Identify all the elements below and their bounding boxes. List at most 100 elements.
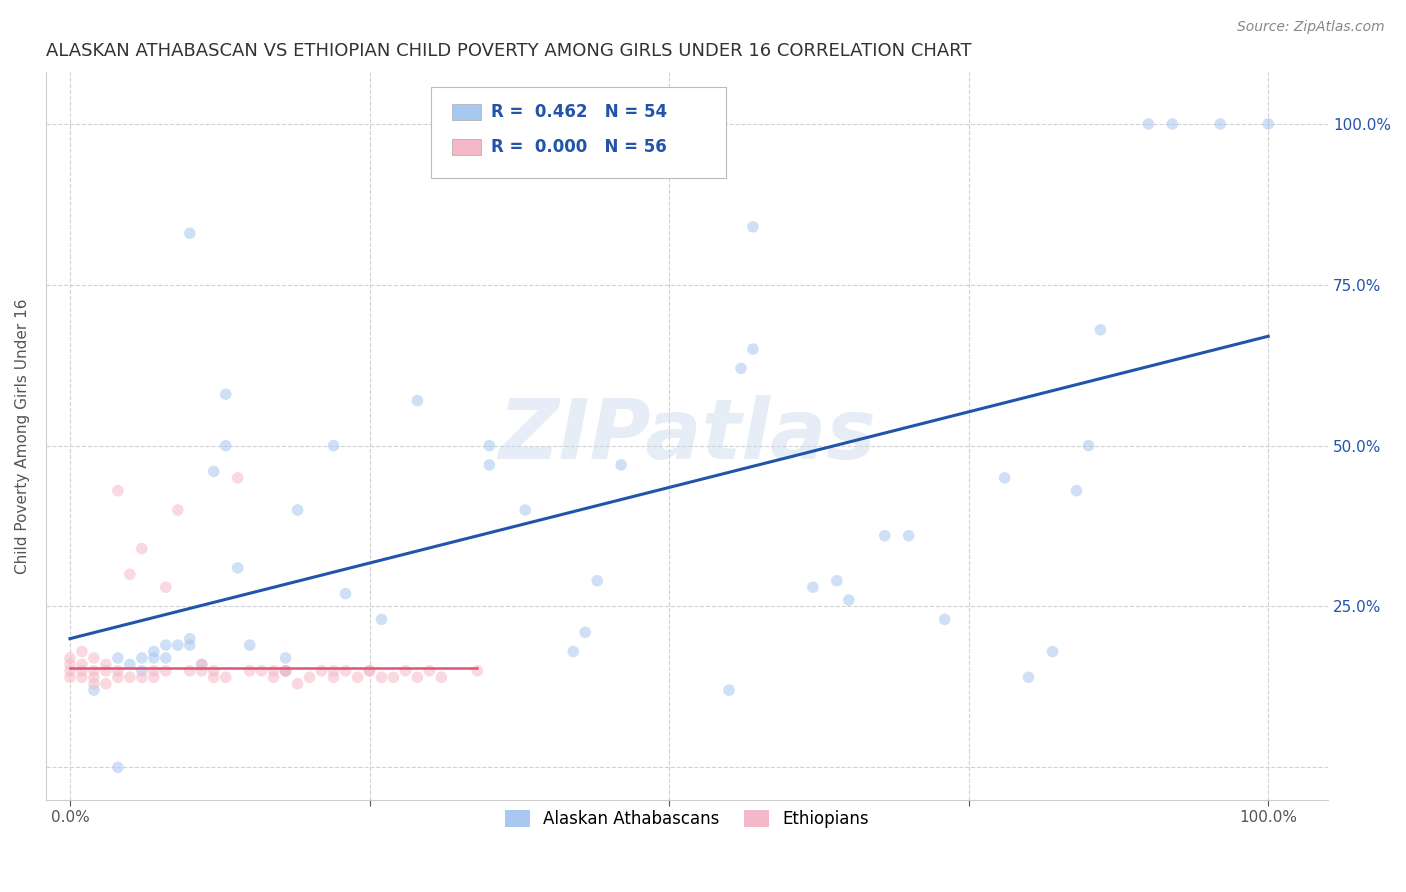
Point <box>94 657 117 672</box>
Point <box>370 612 392 626</box>
Point <box>70 657 93 672</box>
Point <box>83 651 105 665</box>
Point <box>287 503 309 517</box>
Point <box>142 651 165 665</box>
Point <box>1161 117 1184 131</box>
Point <box>838 593 860 607</box>
Point <box>742 342 765 356</box>
Point <box>131 541 153 556</box>
Point <box>118 657 141 672</box>
Point <box>59 657 82 672</box>
Point <box>239 638 262 652</box>
Point <box>202 464 225 478</box>
Point <box>107 651 129 665</box>
Point <box>478 439 501 453</box>
Point <box>346 670 368 684</box>
Point <box>83 683 105 698</box>
Point <box>825 574 848 588</box>
Text: ZIPatlas: ZIPatlas <box>498 395 876 476</box>
Point <box>215 439 238 453</box>
Point <box>359 664 381 678</box>
Text: R =  0.462   N = 54: R = 0.462 N = 54 <box>491 103 666 121</box>
Point <box>322 670 344 684</box>
Point <box>83 670 105 684</box>
Point <box>418 664 440 678</box>
Point <box>1137 117 1160 131</box>
Point <box>59 651 82 665</box>
Point <box>155 580 177 594</box>
Point <box>322 439 344 453</box>
Point <box>83 676 105 690</box>
Point <box>873 529 896 543</box>
Point <box>131 651 153 665</box>
Point <box>155 638 177 652</box>
Point <box>179 638 201 652</box>
Point <box>335 586 357 600</box>
Point <box>70 670 93 684</box>
Point <box>70 644 93 658</box>
Point <box>467 664 489 678</box>
Point <box>263 664 285 678</box>
Point <box>322 664 344 678</box>
Point <box>274 664 297 678</box>
Point <box>142 664 165 678</box>
Point <box>335 664 357 678</box>
Point <box>166 503 188 517</box>
Point <box>94 676 117 690</box>
Point <box>107 483 129 498</box>
Point <box>742 219 765 234</box>
Point <box>202 670 225 684</box>
Point <box>287 676 309 690</box>
Legend: Alaskan Athabascans, Ethiopians: Alaskan Athabascans, Ethiopians <box>498 804 876 835</box>
Point <box>142 644 165 658</box>
Point <box>142 670 165 684</box>
Point <box>190 657 212 672</box>
Point <box>166 638 188 652</box>
Point <box>118 567 141 582</box>
Point <box>155 664 177 678</box>
Point <box>1066 483 1088 498</box>
Point <box>190 664 212 678</box>
Point <box>1257 117 1279 131</box>
Point <box>250 664 273 678</box>
Point <box>83 664 105 678</box>
Point <box>586 574 609 588</box>
Point <box>382 670 405 684</box>
Point <box>897 529 920 543</box>
FancyBboxPatch shape <box>453 104 481 120</box>
Y-axis label: Child Poverty Among Girls Under 16: Child Poverty Among Girls Under 16 <box>15 298 30 574</box>
Point <box>107 670 129 684</box>
Text: ALASKAN ATHABASCAN VS ETHIOPIAN CHILD POVERTY AMONG GIRLS UNDER 16 CORRELATION C: ALASKAN ATHABASCAN VS ETHIOPIAN CHILD PO… <box>46 42 972 60</box>
Point <box>70 664 93 678</box>
Point <box>274 664 297 678</box>
Point <box>131 664 153 678</box>
Point <box>562 644 585 658</box>
Point <box>239 664 262 678</box>
Point <box>215 387 238 401</box>
Point <box>1018 670 1040 684</box>
Point <box>730 361 752 376</box>
Point <box>274 664 297 678</box>
Point <box>1090 323 1112 337</box>
Point <box>226 561 249 575</box>
Point <box>59 664 82 678</box>
Point <box>179 227 201 241</box>
Text: R =  0.000   N = 56: R = 0.000 N = 56 <box>491 138 666 156</box>
Point <box>406 393 429 408</box>
Point <box>155 651 177 665</box>
Point <box>934 612 956 626</box>
Point <box>190 657 212 672</box>
Point <box>107 760 129 774</box>
Point <box>274 651 297 665</box>
Point <box>118 670 141 684</box>
Point <box>574 625 596 640</box>
Point <box>406 670 429 684</box>
Point <box>370 670 392 684</box>
Point <box>94 664 117 678</box>
Point <box>226 471 249 485</box>
Text: Source: ZipAtlas.com: Source: ZipAtlas.com <box>1237 20 1385 34</box>
Point <box>311 664 333 678</box>
Point <box>179 664 201 678</box>
Point <box>994 471 1017 485</box>
FancyBboxPatch shape <box>453 139 481 155</box>
